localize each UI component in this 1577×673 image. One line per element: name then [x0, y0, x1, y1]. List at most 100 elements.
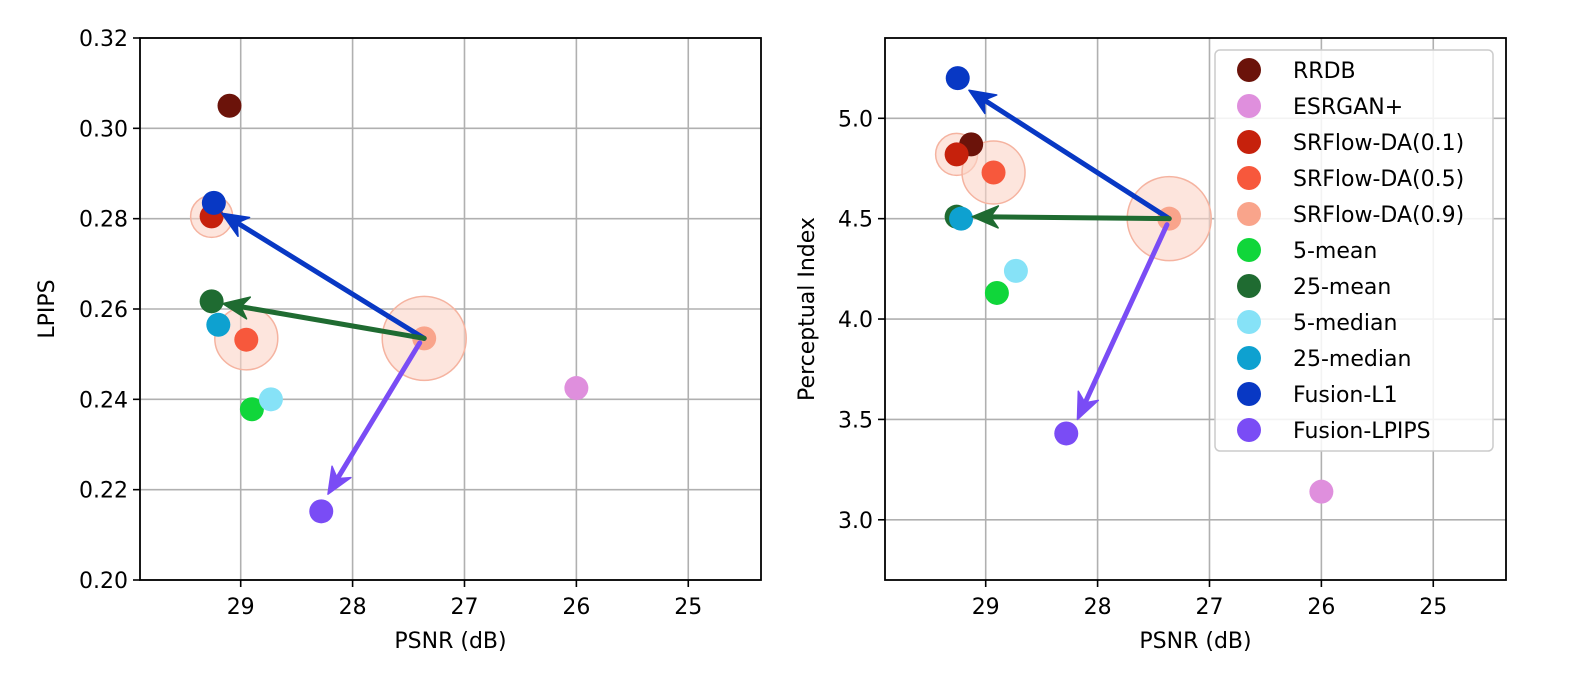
point-fusion-l1	[201, 190, 226, 215]
arrow-head	[222, 296, 252, 320]
point-srflow-da-0-1	[944, 142, 969, 167]
point-5-median	[1003, 258, 1028, 283]
y-tick-label: 3.5	[838, 408, 873, 433]
arrow-shaft	[236, 221, 427, 341]
axis-ticks: 29 28 27 26 25 0.20 0.22 0.24 0.26 0.28 0.30 0.32	[79, 27, 702, 620]
legend-marker	[1237, 202, 1261, 226]
legend-item-25-median: 25-median	[1237, 346, 1411, 372]
point-5-mean	[239, 397, 264, 422]
y-tick-label: 0.24	[79, 388, 128, 413]
arrow-shaft	[335, 340, 423, 480]
axes-frame	[884, 37, 1507, 581]
point-5-median	[258, 387, 283, 412]
arrow-head	[220, 212, 251, 238]
legend-label: 5-median	[1293, 311, 1397, 336]
arrow-head	[971, 205, 1000, 229]
x-tick-label: 29	[972, 595, 1000, 620]
y-tick-label: 5.0	[838, 107, 873, 132]
legend-item-srflow-da-0-9: SRFlow-DA(0.9)	[1237, 202, 1464, 228]
x-tick-label: 28	[339, 595, 367, 620]
y-tick-label: 0.32	[79, 27, 128, 52]
arrow-shaft	[983, 98, 1172, 222]
legend-item-esrgan: ESRGAN+	[1237, 94, 1403, 120]
legend-marker	[1237, 346, 1261, 370]
x-tick-label: 27	[450, 595, 478, 620]
point-fusion-lpips	[1054, 421, 1079, 446]
legend-marker	[1237, 58, 1261, 82]
legend-item-srflow-da-0-1: SRFlow-DA(0.1)	[1237, 130, 1464, 156]
legend-label: 25-median	[1293, 347, 1411, 372]
legend-item-rrdb: RRDB	[1237, 58, 1356, 84]
arrow-fusion-lpips	[1076, 222, 1170, 421]
legend-item-25-mean: 25-mean	[1237, 274, 1391, 300]
legend-marker	[1237, 238, 1261, 262]
arrow-head	[968, 89, 998, 115]
legend-label: ESRGAN+	[1293, 95, 1403, 120]
y-tick-label: 0.20	[79, 569, 128, 594]
x-tick-label: 25	[674, 595, 702, 620]
point-esrgan	[1309, 479, 1334, 504]
point-25-mean	[199, 289, 224, 314]
y-tick-label: 3.0	[838, 509, 873, 534]
legend-label: SRFlow-DA(0.5)	[1293, 167, 1464, 192]
legend-marker	[1237, 94, 1261, 118]
arrow-shaft	[989, 214, 1172, 222]
legend-label: RRDB	[1293, 59, 1356, 84]
legend-item-srflow-da-0-5: SRFlow-DA(0.5)	[1237, 166, 1464, 192]
legend-label: 25-mean	[1293, 275, 1391, 300]
x-axis-label: PSNR (dB)	[394, 629, 506, 654]
arrow-shaft	[240, 304, 427, 341]
x-tick-label: 26	[562, 595, 590, 620]
x-tick-label: 27	[1195, 595, 1223, 620]
legend-marker	[1237, 418, 1261, 442]
point-25-median	[206, 312, 231, 337]
plot-area	[934, 66, 1334, 504]
y-tick-label: 0.22	[79, 479, 128, 504]
legend-item-fusion-l1: Fusion-L1	[1237, 382, 1398, 408]
legend-item-fusion-lpips: Fusion-LPIPS	[1237, 418, 1431, 444]
legend-marker	[1237, 274, 1261, 298]
arrow-25-mean	[222, 296, 427, 341]
legend-marker	[1237, 310, 1261, 334]
perceptual-index-panel: 29 28 27 26 25 3.0 3.5 4.0 4.5 5.0 PSNR (dB) Perc…	[795, 37, 1507, 654]
y-tick-label: 0.30	[79, 117, 128, 142]
point-rrdb	[217, 93, 242, 118]
legend-label: Fusion-LPIPS	[1293, 419, 1431, 444]
y-tick-label: 4.5	[838, 208, 873, 233]
legend-label: SRFlow-DA(0.1)	[1293, 131, 1464, 156]
point-srflow-da-0-5	[234, 327, 259, 352]
y-axis-label: LPIPS	[35, 279, 60, 338]
point-srflow-da-0-5	[981, 160, 1006, 185]
legend-label: SRFlow-DA(0.9)	[1293, 203, 1464, 228]
arrow-fusion-l1	[220, 212, 427, 341]
point-fusion-l1	[945, 66, 970, 91]
y-tick-label: 0.28	[79, 208, 128, 233]
point-25-median	[949, 206, 974, 231]
x-tick-label: 25	[1419, 595, 1447, 620]
x-tick-label: 28	[1084, 595, 1112, 620]
x-axis-label: PSNR (dB)	[1139, 629, 1251, 654]
arrow-fusion-l1	[968, 89, 1172, 222]
point-5-mean	[984, 280, 1009, 305]
x-tick-label: 29	[227, 595, 255, 620]
legend-marker	[1237, 382, 1261, 406]
legend: RRDB ESRGAN+ SRFlow-DA(0.1) SRFlow-DA(0.5) S…	[1214, 49, 1494, 452]
y-tick-label: 4.0	[838, 308, 873, 333]
y-axis-label: Perceptual Index	[795, 217, 820, 401]
legend-item-5-mean: 5-mean	[1237, 238, 1377, 264]
point-fusion-lpips	[309, 499, 334, 524]
legend-item-5-median: 5-median	[1237, 310, 1397, 336]
point-esrgan	[564, 376, 589, 401]
legend-marker	[1237, 166, 1261, 190]
x-tick-label: 26	[1307, 595, 1335, 620]
arrow-shaft	[1083, 222, 1170, 404]
plot-area	[189, 93, 589, 524]
arrow-25-mean	[971, 205, 1172, 229]
arrow-fusion-lpips	[327, 340, 423, 495]
arrow-head	[327, 465, 352, 495]
legend-label: 5-mean	[1293, 239, 1377, 264]
lpips-panel: 29 28 27 26 25 0.20 0.22 0.24 0.26 0.28 0.30 0.32 P…	[35, 27, 762, 654]
axis-ticks: 29 28 27 26 25 3.0 3.5 4.0 4.5 5.0	[838, 107, 1447, 620]
legend-frame	[1214, 49, 1494, 452]
